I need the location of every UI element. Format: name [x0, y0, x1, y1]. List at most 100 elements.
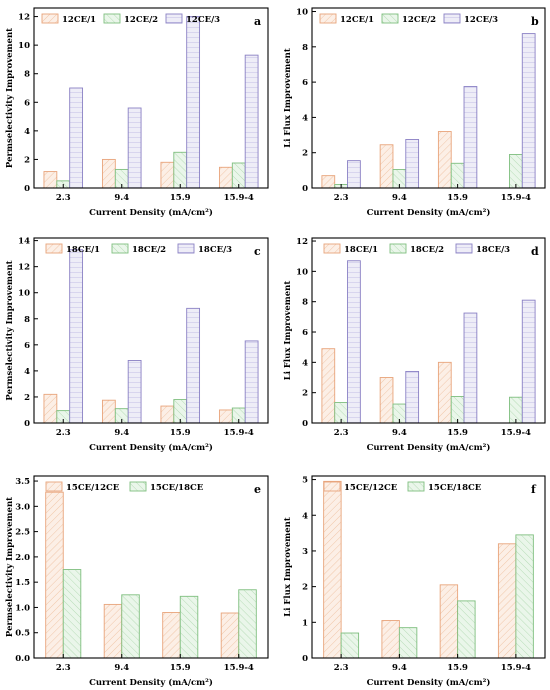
- plot-frame: [33, 237, 269, 424]
- plot-frame: [311, 7, 546, 189]
- y-axis-title: Permselectivity Improvement: [5, 260, 15, 400]
- bar-12ce-3-15-9-4: [244, 54, 259, 189]
- x-tick-label: 15.9: [447, 193, 468, 203]
- y-tick-label: 12: [18, 13, 30, 23]
- y-tick-label: 8: [24, 315, 30, 325]
- y-tick-label: 10: [18, 289, 30, 299]
- bar-12ce-1-15-9: [437, 131, 452, 189]
- y-tick-label: 0: [24, 184, 30, 194]
- y-tick-label: 10: [296, 267, 308, 277]
- legend-label: 12CE/3: [464, 15, 498, 25]
- legend-swatch: [177, 243, 195, 254]
- y-tick-label: 5: [302, 476, 308, 486]
- bar-15ce-18ce-15-9: [457, 600, 476, 659]
- y-tick-label: 8: [302, 298, 308, 308]
- y-tick-label: 6: [302, 78, 308, 88]
- y-tick-label: 2.0: [15, 553, 30, 563]
- bar-15ce-12ce-15-9: [439, 584, 459, 659]
- y-tick-label: 10: [18, 41, 30, 51]
- legend-swatch: [129, 481, 147, 492]
- legend-swatch: [45, 243, 63, 254]
- bar-15ce-12ce-9-4: [381, 620, 400, 659]
- bar-12ce-3-2-3: [347, 160, 361, 189]
- y-tick-label: 6: [302, 328, 308, 338]
- y-tick-label: 8: [302, 43, 308, 53]
- bar-12ce-3-9-4: [405, 139, 420, 189]
- x-tick-label: 15.9-4: [501, 663, 531, 673]
- legend-label: 15CE/18CE: [428, 483, 482, 493]
- x-tick-label: 9.4: [114, 428, 129, 438]
- panel-letter: b: [531, 15, 539, 28]
- bar-18ce-1-9-4: [379, 377, 394, 424]
- y-axis-title: Permselectivity Improvement: [5, 497, 15, 637]
- plot-frame: [311, 475, 546, 659]
- legend-swatch: [389, 243, 407, 254]
- bar-12ce-2-15-9: [173, 151, 188, 189]
- panel-letter: c: [254, 245, 261, 258]
- x-axis-title: Current Density (mA/cm²): [367, 677, 491, 688]
- x-axis-title: Current Density (mA/cm²): [367, 207, 491, 218]
- y-tick-label: 4: [302, 113, 308, 123]
- x-tick-label: 15.9-4: [501, 428, 531, 438]
- y-tick-label: 8: [24, 70, 30, 80]
- legend-swatch: [319, 13, 337, 24]
- bar-15ce-12ce-15-9: [162, 612, 181, 659]
- bar-12ce-3-15-9: [186, 16, 201, 189]
- chart-panel-e: 0.0 0.5 1.0 1.5 2.0 2.5 3.0 3.5 2.3 9.4 15.9 15.9-4…: [5, 475, 269, 688]
- bar-12ce-3-2-3: [69, 87, 84, 189]
- y-tick-label: 2.5: [15, 528, 30, 538]
- legend-label: 18CE/3: [198, 245, 232, 255]
- legend-swatch: [45, 481, 63, 492]
- legend-label: 12CE/2: [402, 15, 436, 25]
- legend-swatch: [41, 13, 59, 24]
- legend-swatch: [323, 243, 341, 254]
- bar-15ce-18ce-9-4: [398, 627, 418, 659]
- panel-letter: e: [254, 483, 261, 496]
- legend-swatch: [103, 13, 121, 24]
- x-tick-label: 9.4: [392, 428, 407, 438]
- x-tick-label: 2.3: [56, 193, 71, 203]
- plot-frame: [33, 475, 269, 659]
- bar-18ce-3-9-4: [127, 360, 142, 424]
- bar-12ce-1-15-9-4: [218, 166, 233, 189]
- y-tick-label: 1.0: [15, 603, 30, 613]
- bar-15ce-18ce-15-9-4: [238, 589, 257, 659]
- bar-12ce-1-2-3: [43, 171, 58, 189]
- x-tick-label: 9.4: [114, 193, 129, 203]
- y-tick-label: 6: [24, 341, 30, 351]
- legend-label: 18CE/1: [66, 245, 100, 255]
- legend-label: 15CE/12CE: [344, 483, 398, 493]
- y-axis-title: Li Flux Improvement: [283, 281, 293, 381]
- y-tick-label: 0: [302, 184, 308, 194]
- y-tick-label: 4: [302, 358, 308, 368]
- bar-18ce-1-2-3: [43, 393, 58, 424]
- x-tick-label: 9.4: [392, 663, 407, 673]
- y-tick-label: 4: [24, 367, 30, 377]
- y-tick-label: 0.0: [15, 654, 30, 664]
- panel-letter: d: [531, 245, 539, 258]
- y-tick-label: 2: [24, 393, 30, 403]
- y-tick-label: 3.0: [15, 502, 30, 512]
- y-tick-label: 0.5: [15, 629, 30, 639]
- x-tick-label: 2.3: [56, 428, 71, 438]
- bar-12ce-2-15-9-4: [509, 154, 523, 189]
- bar-15ce-18ce-2-3: [62, 569, 82, 659]
- y-tick-label: 3: [302, 547, 308, 557]
- x-tick-label: 15.9-4: [224, 663, 254, 673]
- x-axis-title: Current Density (mA/cm²): [89, 442, 213, 453]
- legend-label: 12CE/1: [62, 15, 96, 25]
- bar-18ce-1-9-4: [101, 399, 116, 424]
- bar-12ce-3-15-9: [463, 86, 478, 189]
- y-tick-label: 1.5: [15, 578, 30, 588]
- legend-swatch: [443, 13, 461, 24]
- x-tick-label: 2.3: [334, 428, 349, 438]
- y-tick-label: 3.5: [15, 477, 30, 487]
- y-tick-label: 12: [18, 263, 30, 273]
- panel-letter: a: [254, 15, 261, 28]
- legend-label: 12CE/3: [186, 15, 220, 25]
- bar-15ce-18ce-9-4: [121, 594, 140, 659]
- legend-label: 12CE/2: [124, 15, 158, 25]
- x-tick-label: 15.9-4: [224, 193, 254, 203]
- legend-swatch: [111, 243, 129, 254]
